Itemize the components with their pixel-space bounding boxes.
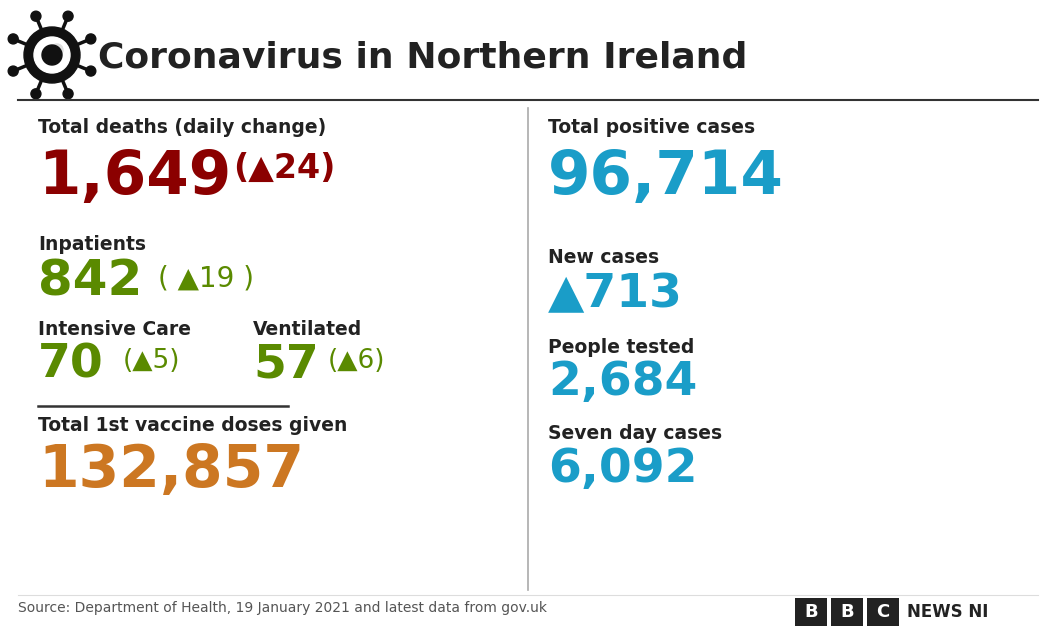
Text: C: C: [876, 603, 889, 621]
Text: Inpatients: Inpatients: [38, 235, 146, 254]
Text: People tested: People tested: [548, 338, 695, 357]
Circle shape: [8, 66, 18, 76]
Circle shape: [34, 37, 70, 73]
Text: (▲6): (▲6): [328, 348, 385, 374]
Text: Coronavirus in Northern Ireland: Coronavirus in Northern Ireland: [98, 40, 748, 74]
Circle shape: [24, 27, 80, 83]
Text: Total positive cases: Total positive cases: [548, 118, 755, 137]
Text: 6,092: 6,092: [548, 447, 698, 492]
Text: 2,684: 2,684: [548, 360, 697, 405]
FancyBboxPatch shape: [867, 598, 899, 626]
Text: 1,649: 1,649: [38, 148, 231, 207]
Text: ( ▲19 ): ( ▲19 ): [158, 264, 254, 292]
Text: Intensive Care: Intensive Care: [38, 320, 191, 339]
Text: (▲5): (▲5): [122, 348, 181, 374]
Text: Total 1st vaccine doses given: Total 1st vaccine doses given: [38, 416, 347, 435]
Text: Seven day cases: Seven day cases: [548, 424, 722, 443]
Circle shape: [51, 44, 63, 56]
Text: New cases: New cases: [548, 248, 659, 267]
Text: NEWS NI: NEWS NI: [907, 603, 988, 621]
Text: (▲24): (▲24): [233, 152, 336, 185]
Circle shape: [86, 66, 96, 76]
Text: 70: 70: [38, 342, 103, 387]
Circle shape: [42, 45, 62, 65]
Text: Total deaths (daily change): Total deaths (daily change): [38, 118, 326, 137]
FancyBboxPatch shape: [795, 598, 827, 626]
Circle shape: [31, 11, 41, 21]
Circle shape: [31, 89, 41, 99]
Text: Source: Department of Health, 19 January 2021 and latest data from gov.uk: Source: Department of Health, 19 January…: [18, 601, 547, 615]
Circle shape: [63, 89, 73, 99]
Text: 842: 842: [38, 258, 143, 306]
Text: Ventilated: Ventilated: [253, 320, 362, 339]
Circle shape: [63, 11, 73, 21]
Text: 132,857: 132,857: [38, 442, 304, 499]
FancyBboxPatch shape: [831, 598, 863, 626]
Text: ▲713: ▲713: [548, 272, 683, 317]
Text: 96,714: 96,714: [548, 148, 784, 207]
Text: B: B: [805, 603, 817, 621]
Circle shape: [8, 34, 18, 44]
Circle shape: [86, 34, 96, 44]
Text: B: B: [841, 603, 854, 621]
Text: 57: 57: [253, 342, 319, 387]
